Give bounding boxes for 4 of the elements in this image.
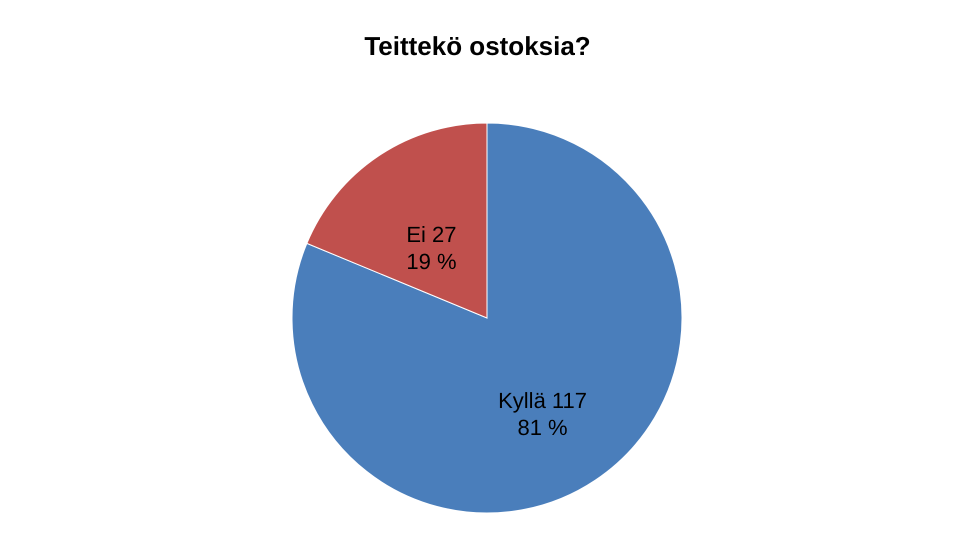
slice-label: Ei 27 19 % (406, 222, 457, 274)
slice-label: Kyllä 117 81 % (498, 388, 587, 440)
chart-title: Teittekö ostoksia? (364, 31, 591, 61)
pie-slice (292, 122, 682, 514)
